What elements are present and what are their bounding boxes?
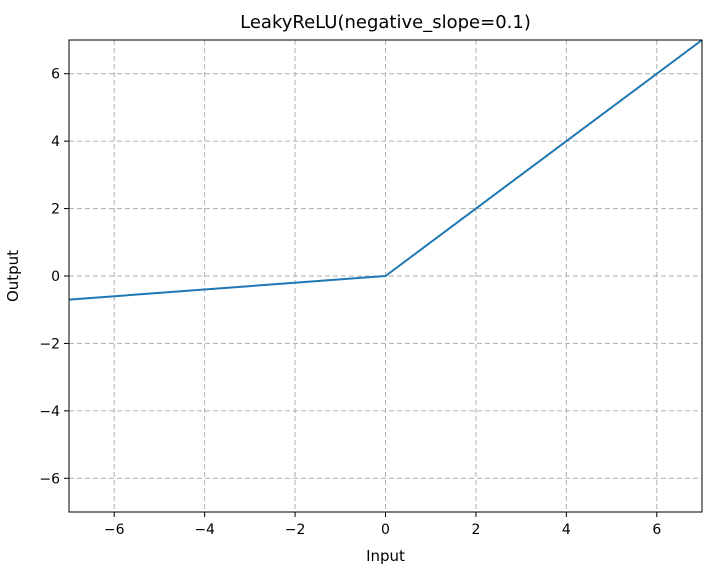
y-tick-label: 2: [51, 202, 60, 218]
ticks: −6 −4 −2 0 2 4 6 −6 −4 −2 0 2 4 6: [39, 67, 661, 538]
series-layer: [68, 39, 703, 301]
y-tick-label: −2: [39, 336, 60, 352]
x-tick-label: 2: [471, 522, 480, 538]
y-tick-label: 0: [51, 269, 60, 285]
y-axis-label: Output: [4, 250, 22, 302]
y-tick-label: −4: [39, 404, 60, 420]
y-tick-label: −6: [39, 471, 60, 487]
x-tick-label: −6: [104, 522, 125, 538]
chart-title: LeakyReLU(negative_slope=0.1): [240, 12, 531, 33]
x-axis-label: Input: [366, 547, 405, 565]
y-tick-label: 6: [51, 67, 60, 83]
x-tick-label: 0: [381, 522, 390, 538]
x-tick-label: 6: [652, 522, 661, 538]
series-line: [68, 39, 703, 301]
x-tick-label: −2: [285, 522, 306, 538]
x-tick-label: 4: [562, 522, 571, 538]
x-tick-label: −4: [194, 522, 215, 538]
y-tick-label: 4: [51, 134, 60, 150]
